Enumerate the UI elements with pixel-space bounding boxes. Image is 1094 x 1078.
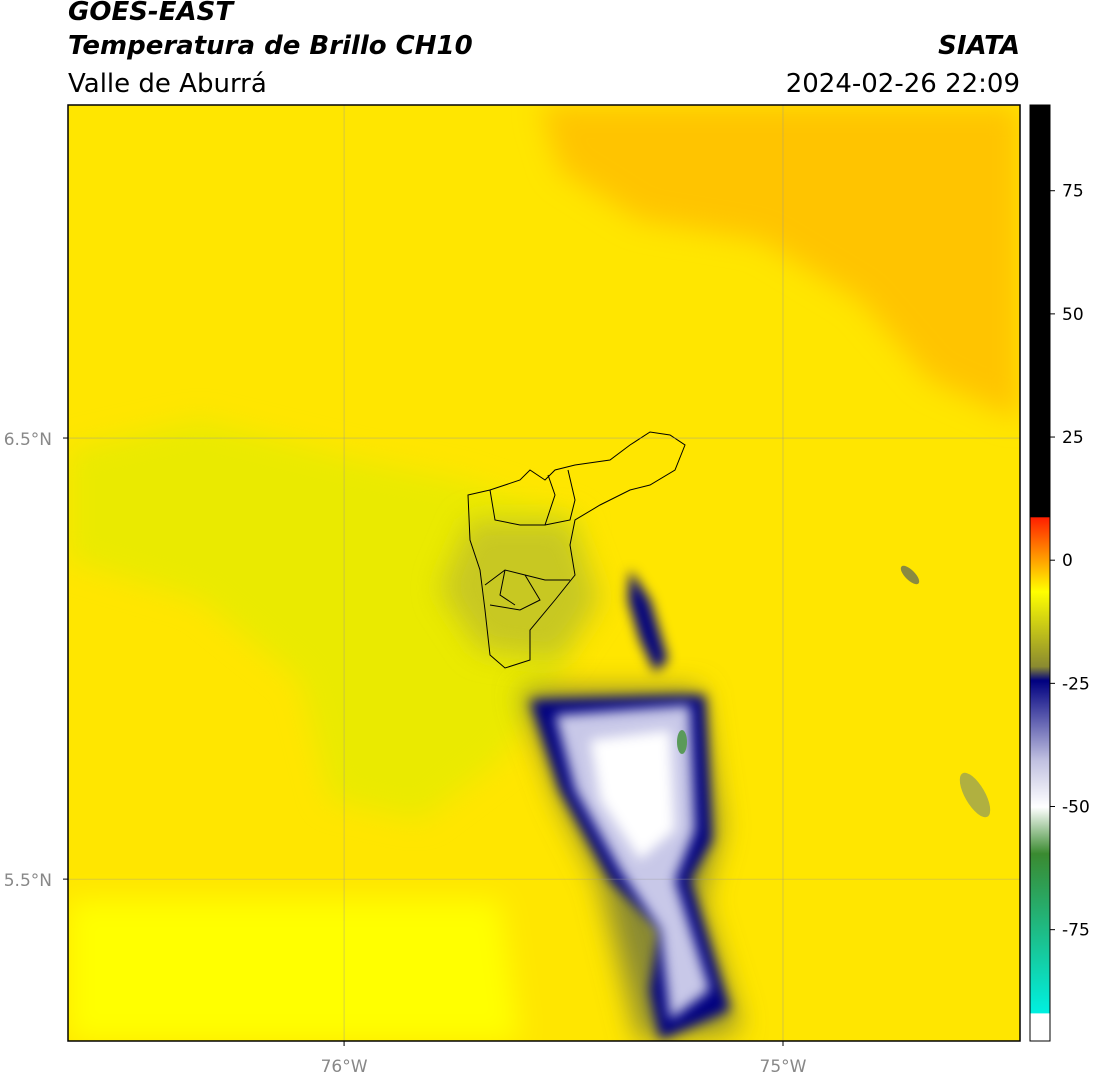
colorbar-tick-label: 50 [1062, 305, 1084, 325]
colorbar-tick-label: -50 [1062, 798, 1090, 818]
grid [68, 105, 1020, 1041]
x-tick-label: 76°W [321, 1057, 368, 1077]
colorbar-tick-label: 75 [1062, 182, 1084, 202]
region: Valle de Aburrá [68, 69, 267, 99]
source: SIATA [938, 31, 1020, 61]
x-tick-label: 75°W [760, 1057, 807, 1077]
y-tick-label: 6.5°N [4, 430, 52, 450]
colorbar [1029, 104, 1051, 1042]
subtitle: Temperatura de Brillo CH10 [68, 31, 473, 61]
colorbar-tick-label: -75 [1062, 921, 1090, 941]
datetime: 2024-02-26 22:09 [786, 69, 1020, 99]
map-frame [67, 104, 1021, 1042]
colorbar-tick-label: 25 [1062, 428, 1084, 448]
colorbar-tick-label: -25 [1062, 674, 1090, 694]
title: GOES-EAST [68, 0, 235, 27]
colorbar-tick-label: 0 [1062, 551, 1073, 571]
y-tick-label: 5.5°N [4, 871, 52, 891]
imagery [68, 105, 1020, 1041]
